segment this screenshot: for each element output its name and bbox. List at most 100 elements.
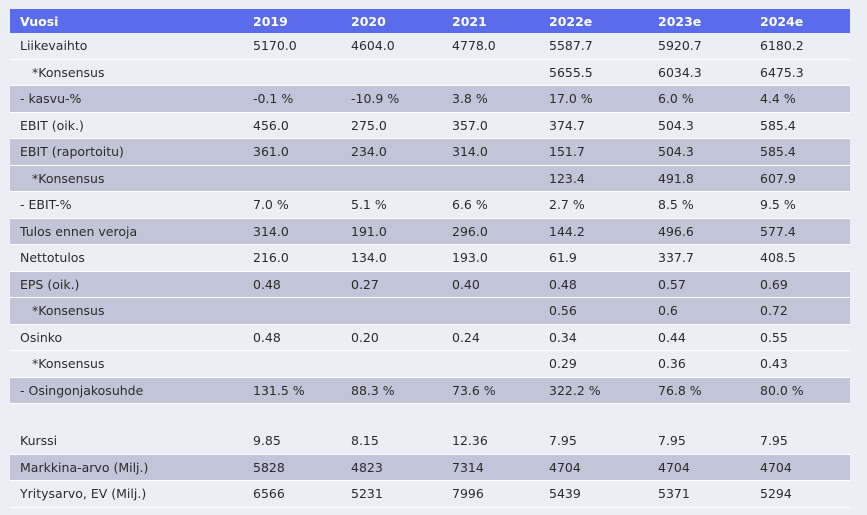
row-value: 216.0 [243,244,341,272]
row-label: Markkina-arvo (Milj.) [10,454,243,481]
row-label: EBIT (raportoitu) [10,138,243,166]
row-value: 4704 [539,454,648,481]
row-value: 4778.0 [442,33,539,60]
row-value: 6.0 % [648,85,750,113]
row-value: 577.4 [750,218,850,245]
row-label: EBIT (oik.) [10,112,243,139]
row-label: *Konsensus [10,297,243,325]
row-value: 7.95 [750,428,850,455]
row-value [341,59,442,86]
row-value: -0.1 % [243,85,341,113]
row-value: 585.4 [750,112,850,139]
row-value: 504.3 [648,138,750,166]
row-value: 4823 [341,454,442,481]
row-value: 12.36 [442,428,539,455]
table-row: Markkina-arvo (Milj.) 5828 4823 7314 4704 470… [10,454,850,481]
row-value [243,59,341,86]
row-value: 17.0 % [539,85,648,113]
row-value [341,297,442,325]
table-row: *Konsensus 0.56 0.6 0.72 [10,297,850,325]
row-label: Kurssi [10,428,243,455]
row-value: 0.44 [648,324,750,351]
row-value: 0.48 [243,271,341,298]
row-value: 585.4 [750,138,850,166]
header-row: Vuosi 2019 2020 2021 2022e 2023e 2024e [10,9,850,33]
table-row: Liikevaihto 5170.0 4604.0 4778.0 5587.7 5920.… [10,33,850,60]
table-row: Tulos ennen veroja 314.0 191.0 296.0 144.2 49… [10,218,850,245]
row-value: 9.85 [243,428,341,455]
row-value: 496.6 [648,218,750,245]
row-value: 4704 [750,454,850,481]
row-value [442,297,539,325]
row-label: Tulos ennen veroja [10,218,243,245]
row-value: 607.9 [750,165,850,192]
row-value: -10.9 % [341,85,442,113]
table-row: - EBIT-% 7.0 % 5.1 % 6.6 % 2.7 % 8.5 % 9.5 % [10,191,850,219]
row-value [243,297,341,325]
row-value: 0.34 [539,324,648,351]
row-value: 6566 [243,480,341,508]
row-value: 0.24 [442,324,539,351]
table-row: *Konsensus 0.29 0.36 0.43 [10,350,850,378]
row-value: 0.56 [539,297,648,325]
row-label: - Osingonjakosuhde [10,377,243,404]
header-year: 2023e [648,9,750,33]
row-label: - kasvu-% [10,85,243,113]
row-value: 0.40 [442,271,539,298]
row-value: 504.3 [648,112,750,139]
row-value [243,350,341,378]
row-value: 5587.7 [539,33,648,60]
row-value: 76.8 % [648,377,750,404]
row-value: 5655.5 [539,59,648,86]
table-row: *Konsensus 123.4 491.8 607.9 [10,165,850,192]
row-value: 361.0 [243,138,341,166]
table-row: Osinko 0.48 0.20 0.24 0.34 0.44 0.55 [10,324,850,351]
row-value: 131.5 % [243,377,341,404]
row-value: 193.0 [442,244,539,272]
row-value: 3.8 % [442,85,539,113]
row-value: 134.0 [341,244,442,272]
row-value: 314.0 [442,138,539,166]
row-value: 2.7 % [539,191,648,219]
table-row: EBIT (oik.) 456.0 275.0 357.0 374.7 504.3 585.… [10,112,850,139]
header-year: 2024e [750,9,850,33]
financial-table-container: Vuosi 2019 2020 2021 2022e 2023e 2024e L… [10,9,850,508]
row-value: 6.6 % [442,191,539,219]
row-value: 0.69 [750,271,850,298]
row-value: 5231 [341,480,442,508]
row-value: 5294 [750,480,850,508]
row-value [341,350,442,378]
row-value: 5.1 % [341,191,442,219]
row-value: 5828 [243,454,341,481]
row-value: 7.95 [648,428,750,455]
header-year: 2022e [539,9,648,33]
row-label: *Konsensus [10,165,243,192]
row-value: 191.0 [341,218,442,245]
row-value: 0.6 [648,297,750,325]
row-label: Osinko [10,324,243,351]
row-value: 0.27 [341,271,442,298]
row-value: 6180.2 [750,33,850,60]
header-year: 2021 [442,9,539,33]
row-value: 7996 [442,480,539,508]
table-row: EPS (oik.) 0.48 0.27 0.40 0.48 0.57 0.69 [10,271,850,298]
row-value: 0.48 [539,271,648,298]
table-row: - kasvu-% -0.1 % -10.9 % 3.8 % 17.0 % 6.0 % 4.… [10,85,850,113]
row-value: 0.43 [750,350,850,378]
financial-table: Vuosi 2019 2020 2021 2022e 2023e 2024e L… [10,9,850,508]
header-year: 2020 [341,9,442,33]
row-value: 456.0 [243,112,341,139]
row-value: 5371 [648,480,750,508]
row-label: *Konsensus [10,350,243,378]
row-value: 234.0 [341,138,442,166]
row-value: 6034.3 [648,59,750,86]
row-value: 7.95 [539,428,648,455]
row-label: EPS (oik.) [10,271,243,298]
table-body: Liikevaihto 5170.0 4604.0 4778.0 5587.7 5920.… [10,33,850,508]
row-value: 123.4 [539,165,648,192]
row-value: 4604.0 [341,33,442,60]
row-value: 6475.3 [750,59,850,86]
row-value [341,165,442,192]
row-value: 0.36 [648,350,750,378]
row-value: 357.0 [442,112,539,139]
